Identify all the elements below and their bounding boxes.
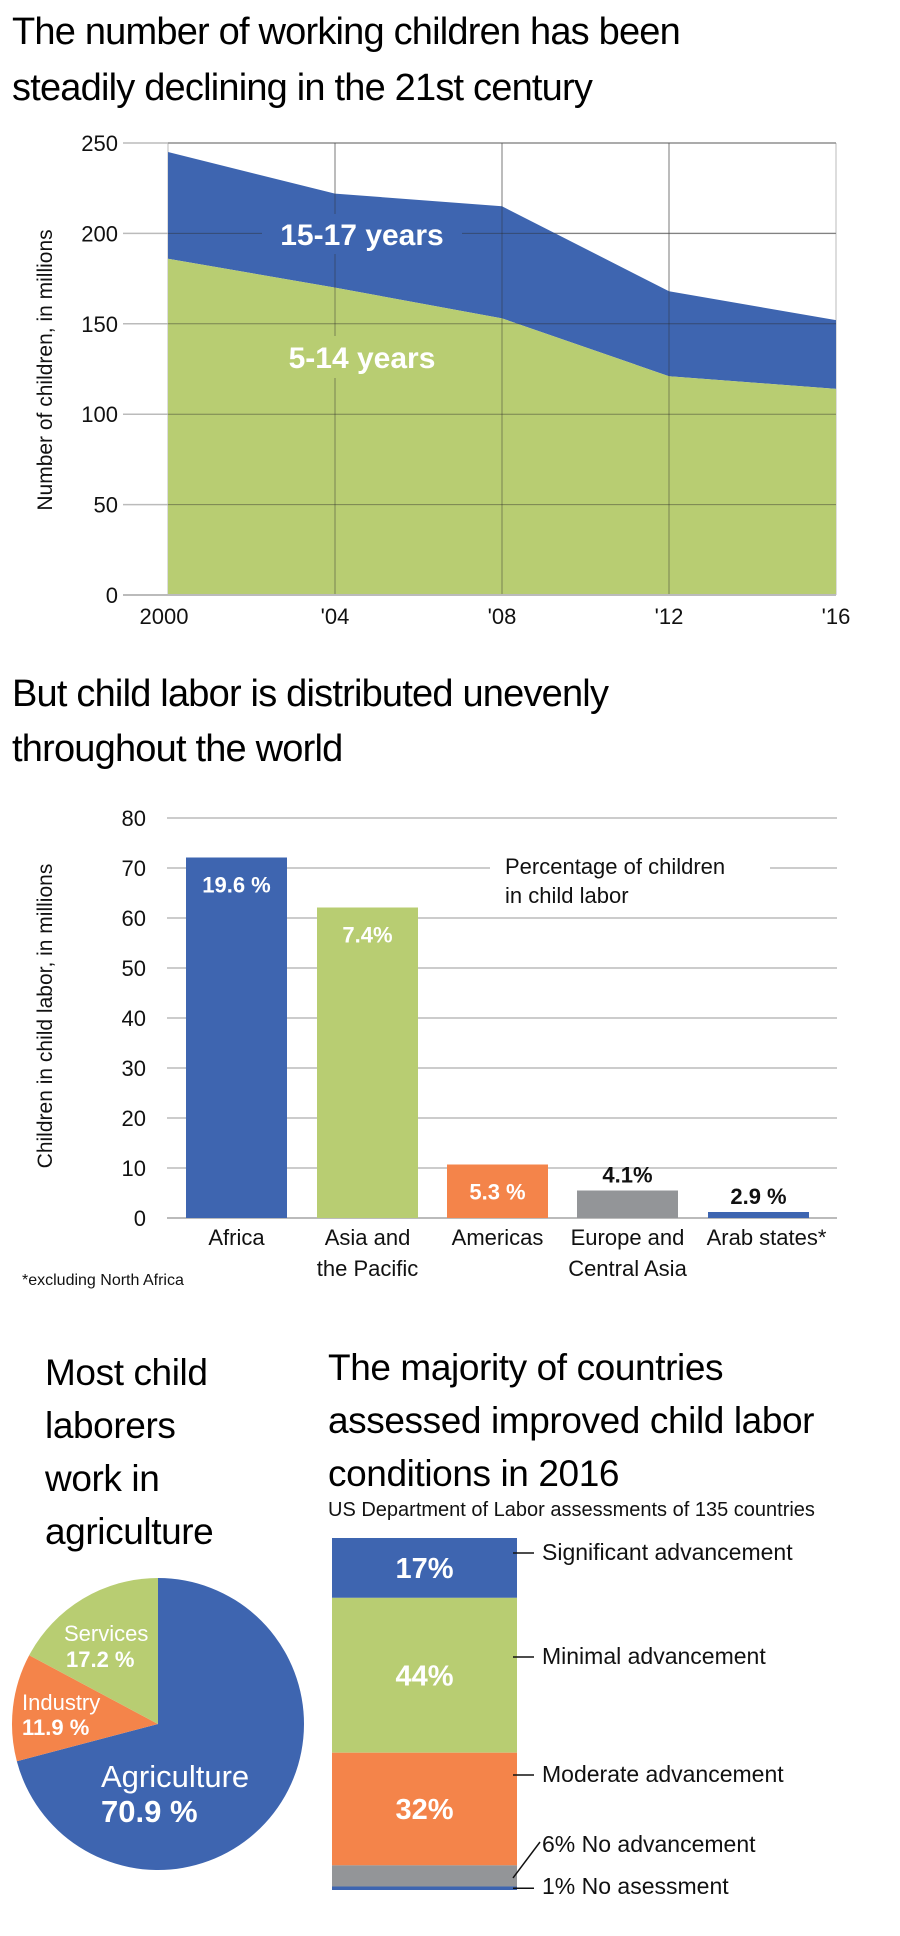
stacked-segment-label: Significant advancement (542, 1539, 793, 1565)
area-y-tick-label: 250 (81, 131, 118, 156)
stacked-segment-3 (332, 1865, 517, 1887)
stacked-segment-4 (332, 1886, 517, 1890)
area-x-tick-label: '16 (822, 604, 851, 629)
bar-chart-y-ticks: 0 10 20 30 40 50 60 70 80 (122, 806, 146, 1231)
pie-title: Most child laborers work in agriculture (44, 1352, 214, 1552)
pie-label-services-name: Services (64, 1621, 148, 1646)
bar-y-tick-label: 10 (122, 1156, 146, 1181)
bar-category-label: Asia and (325, 1225, 411, 1250)
area-x-tick-label: '04 (321, 604, 350, 629)
stacked-segment-1 (332, 1597, 517, 1753)
annotation-line2: in child labor (505, 883, 629, 908)
bar-4 (708, 1212, 809, 1218)
pie-chart (11, 1578, 304, 1870)
bar-category-label: Central Asia (568, 1256, 687, 1281)
area-x-tick-label: '12 (655, 604, 684, 629)
series-label-15-17-backdrop (262, 214, 462, 254)
bar-category-label: the Pacific (317, 1256, 419, 1281)
bar-y-tick-label: 50 (122, 956, 146, 981)
series-label-5-14-backdrop (272, 336, 452, 378)
area-chart-y-ticks: 0 50 100 150 200 250 (81, 131, 118, 608)
bar-category-label: Africa (208, 1225, 265, 1250)
bar-y-tick-label: 40 (122, 1006, 146, 1031)
bar-2 (447, 1164, 548, 1218)
bar-category-label: Europe and (571, 1225, 685, 1250)
series-label-15-17: 15-17 years (280, 219, 443, 252)
annotation-line1: Percentage of children (505, 854, 725, 879)
bar-y-tick-label: 0 (134, 1206, 146, 1231)
stacked-bar-chart: 17% Significant advancement 44% Minimal adv… (332, 1538, 793, 1899)
stacked-segment-0 (332, 1538, 517, 1598)
bar-data-label: 4.1% (602, 1163, 652, 1188)
bar-3 (577, 1190, 678, 1218)
area-series-15-17 (168, 152, 836, 389)
bar-data-label: 2.9 % (730, 1184, 786, 1209)
bar-y-tick-label: 20 (122, 1106, 146, 1131)
pie-title-line1: Most child (45, 1352, 208, 1393)
pie-title-line2: laborers (45, 1405, 175, 1446)
area-chart-x-ticks: 2000 '04 '08 '12 '16 (140, 604, 851, 629)
area-y-tick-label: 150 (81, 312, 118, 337)
stacked-title-line2: assessed improved child labor (328, 1400, 814, 1441)
stacked-segment-label: Minimal advancement (542, 1643, 766, 1669)
stacked-leader-line (512, 1841, 541, 1879)
pie-label-industry-name: Industry (22, 1690, 100, 1715)
pie-label-industry-value: 11.9 % (22, 1715, 89, 1740)
area-x-tick-label: 2000 (140, 604, 189, 629)
pie-slice-agriculture (16, 1578, 304, 1870)
bar-data-label: 5.3 % (469, 1180, 525, 1205)
annotation-backdrop (490, 850, 770, 910)
pie-labels: Services 17.2 % Industry 11.9 % Agricult… (22, 1621, 249, 1829)
stacked-segment-value: 44% (395, 1660, 453, 1692)
area-chart: 0 50 100 150 200 250 2000 '04 '08 '12 '16 Number … (34, 131, 850, 629)
footnote: *excluding North Africa (22, 1272, 184, 1289)
bar-chart-categories: Africa Asia and the Pacific Americas Europe … (208, 1225, 826, 1281)
bar-y-tick-label: 80 (122, 806, 146, 831)
bar-category-label: Americas (452, 1225, 544, 1250)
section1-title-line1: The number of working children has been (12, 11, 680, 53)
section1-title-line2: steadily declining in the 21st century (12, 67, 593, 109)
stacked-segment-2 (332, 1752, 517, 1866)
bar-category-label: Arab states* (707, 1225, 827, 1250)
stacked-segment-label: 1% No asessment (542, 1873, 729, 1899)
stacked-segment-label: 6% No advancement (542, 1831, 756, 1857)
area-y-tick-label: 0 (106, 583, 118, 608)
bar-chart-y-axis-title: Children in child labor, in millions (34, 864, 57, 1169)
pie-title-line4: agriculture (45, 1511, 213, 1552)
bar-y-tick-label: 60 (122, 906, 146, 931)
stacked-title: The majority of countries assessed impro… (328, 1347, 815, 1521)
stacked-segment-value: 32% (395, 1794, 453, 1826)
bar-y-tick-label: 70 (122, 856, 146, 881)
stacked-segment-label: Moderate advancement (542, 1761, 784, 1787)
area-chart-y-axis-title: Number of children, in millions (34, 229, 57, 510)
area-y-tick-label: 200 (81, 221, 118, 246)
stacked-segment-value: 17% (395, 1553, 453, 1585)
pie-slice-industry (11, 1655, 159, 1762)
bar-data-label: 19.6 % (202, 873, 271, 898)
pie-slice-services (29, 1578, 158, 1724)
series-label-5-14: 5-14 years (289, 342, 436, 375)
bar-0 (186, 857, 287, 1218)
bar-data-label: 7.4% (342, 923, 392, 948)
bar-y-tick-label: 30 (122, 1056, 146, 1081)
area-chart-grid-overlay (123, 142, 836, 596)
pie-label-services-value: 17.2 % (66, 1647, 135, 1672)
section2-title-line2: throughout the world (12, 728, 342, 770)
bar-chart: Percentage of children in child labor 19… (22, 806, 837, 1289)
stacked-title-line3: conditions in 2016 (328, 1453, 619, 1494)
area-y-tick-label: 50 (94, 493, 118, 518)
bar-chart-bars: 19.6 % 7.4% 5.3 % 4.1% 2.9 % (186, 857, 809, 1218)
pie-label-agriculture-name: Agriculture (101, 1759, 249, 1794)
bar-1 (317, 907, 418, 1218)
stacked-subtitle: US Department of Labor assessments of 13… (328, 1499, 815, 1521)
area-y-tick-label: 100 (81, 402, 118, 427)
pie-title-line3: work in (44, 1458, 159, 1499)
area-x-tick-label: '08 (488, 604, 517, 629)
section2-title-line1: But child labor is distributed unevenly (12, 673, 609, 715)
pie-label-agriculture-value: 70.9 % (101, 1794, 198, 1829)
stacked-title-line1: The majority of countries (328, 1347, 723, 1388)
